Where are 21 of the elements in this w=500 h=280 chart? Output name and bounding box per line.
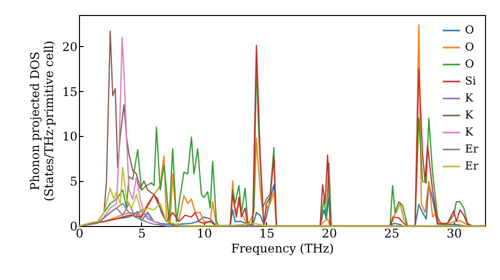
legend-label: Si — [465, 74, 477, 88]
x-axis-title: Frequency (THz) — [231, 242, 334, 256]
legend-label: Er — [465, 160, 480, 172]
legend-label: O — [465, 58, 474, 70]
y-tick-label: 20 — [62, 40, 78, 54]
legend-label: K — [465, 126, 474, 138]
legend-label: Er — [465, 142, 480, 156]
x-tick-label: 30 — [446, 226, 462, 240]
y-axis-title: Phonon projected DOS (States/THz·primitive cell) — [28, 40, 56, 202]
y-tick-label: 15 — [62, 84, 78, 99]
legend-label: O — [465, 40, 474, 54]
legend-label: K — [465, 108, 474, 122]
x-tick-label: 15 — [259, 226, 275, 240]
y-tick-label: 5 — [70, 174, 78, 189]
x-tick-label: 20 — [322, 226, 337, 240]
x-tick-label: 5 — [138, 226, 146, 240]
x-tick-label: 10 — [196, 226, 212, 240]
y-tick-label: 10 — [62, 130, 78, 144]
legend-label: O — [465, 24, 474, 36]
legend-label: K — [465, 92, 474, 104]
x-tick-label: 25 — [384, 226, 400, 240]
